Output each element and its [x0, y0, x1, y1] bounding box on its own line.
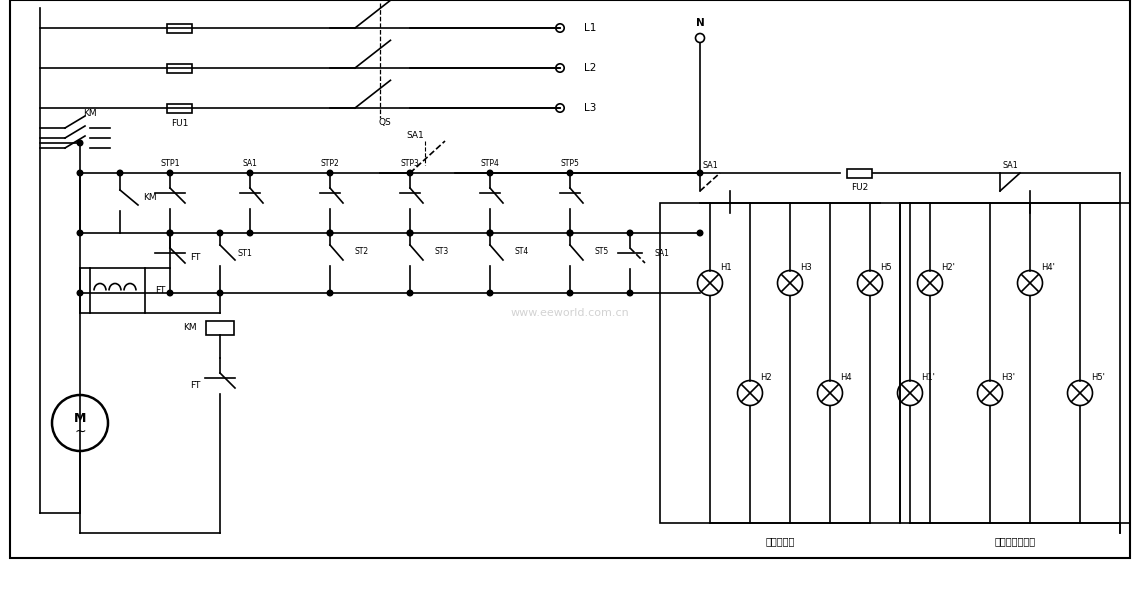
Text: STP4: STP4: [480, 159, 500, 167]
Circle shape: [487, 230, 493, 236]
Text: ST1: ST1: [238, 248, 253, 257]
Text: FT: FT: [154, 286, 165, 295]
Text: SA1: SA1: [406, 131, 424, 140]
Bar: [660, 203, 900, 523]
Bar: [167, 64, 192, 72]
Circle shape: [247, 170, 253, 176]
Text: H3: H3: [800, 264, 812, 273]
Circle shape: [327, 230, 333, 236]
Text: ST3: ST3: [435, 246, 450, 256]
Text: KM: KM: [143, 194, 157, 202]
Text: KM: KM: [84, 109, 97, 118]
Bar: [90, 268, 145, 313]
Circle shape: [567, 230, 573, 236]
Text: ST2: ST2: [355, 246, 370, 256]
Bar: [206, 321, 235, 335]
Text: L2: L2: [583, 63, 596, 73]
Text: FU1: FU1: [172, 118, 189, 128]
Text: STP5: STP5: [561, 159, 580, 167]
Circle shape: [567, 170, 573, 176]
Circle shape: [487, 290, 493, 296]
Text: H3': H3': [1001, 373, 1015, 383]
Circle shape: [167, 170, 173, 176]
Circle shape: [627, 230, 633, 236]
Text: STP1: STP1: [160, 159, 180, 167]
Text: QS: QS: [379, 118, 391, 128]
Text: H2: H2: [760, 373, 772, 383]
Text: M: M: [74, 411, 86, 424]
Circle shape: [117, 170, 122, 176]
Circle shape: [327, 290, 333, 296]
Circle shape: [327, 230, 333, 236]
Circle shape: [167, 230, 173, 236]
Text: 正常运行指示灯: 正常运行指示灯: [994, 536, 1035, 546]
Circle shape: [327, 170, 333, 176]
Text: SA1: SA1: [1002, 161, 1018, 170]
Text: H5': H5': [1091, 373, 1105, 383]
Circle shape: [167, 230, 173, 236]
Text: 联锁指示灯: 联锁指示灯: [765, 536, 795, 546]
Text: L1: L1: [583, 23, 596, 33]
Circle shape: [77, 290, 82, 296]
Bar: [900, 203, 1130, 523]
Text: FT: FT: [190, 254, 200, 262]
Circle shape: [697, 170, 702, 176]
Text: www.eeworld.com.cn: www.eeworld.com.cn: [510, 308, 629, 318]
Circle shape: [407, 230, 413, 236]
Text: H1: H1: [721, 264, 732, 273]
Circle shape: [567, 230, 573, 236]
Text: SA1: SA1: [656, 248, 670, 257]
Circle shape: [697, 230, 702, 236]
Text: H4': H4': [1041, 264, 1055, 273]
Circle shape: [77, 140, 82, 146]
Bar: [848, 169, 873, 178]
Text: H5: H5: [880, 264, 892, 273]
Text: H1': H1': [921, 373, 935, 383]
Text: L3: L3: [583, 103, 596, 113]
Circle shape: [487, 230, 493, 236]
Circle shape: [217, 230, 223, 236]
Text: STP2: STP2: [320, 159, 340, 167]
Text: ST5: ST5: [595, 246, 610, 256]
Text: SA1: SA1: [702, 161, 718, 170]
Text: FU2: FU2: [851, 183, 868, 192]
Text: N: N: [696, 18, 705, 28]
Text: STP3: STP3: [400, 159, 420, 167]
Circle shape: [77, 230, 82, 236]
Circle shape: [567, 290, 573, 296]
Text: H2': H2': [942, 264, 955, 273]
Circle shape: [247, 230, 253, 236]
Circle shape: [487, 170, 493, 176]
Circle shape: [77, 170, 82, 176]
Circle shape: [407, 290, 413, 296]
Text: ~: ~: [74, 425, 86, 439]
Text: ST4: ST4: [515, 246, 530, 256]
Text: H4: H4: [840, 373, 852, 383]
Circle shape: [167, 290, 173, 296]
Circle shape: [627, 290, 633, 296]
Bar: [167, 23, 192, 32]
Text: KM: KM: [183, 324, 197, 332]
Circle shape: [217, 290, 223, 296]
Bar: [167, 104, 192, 113]
Text: FT: FT: [190, 381, 200, 389]
Circle shape: [407, 230, 413, 236]
Text: SA1: SA1: [243, 159, 257, 167]
Circle shape: [407, 170, 413, 176]
